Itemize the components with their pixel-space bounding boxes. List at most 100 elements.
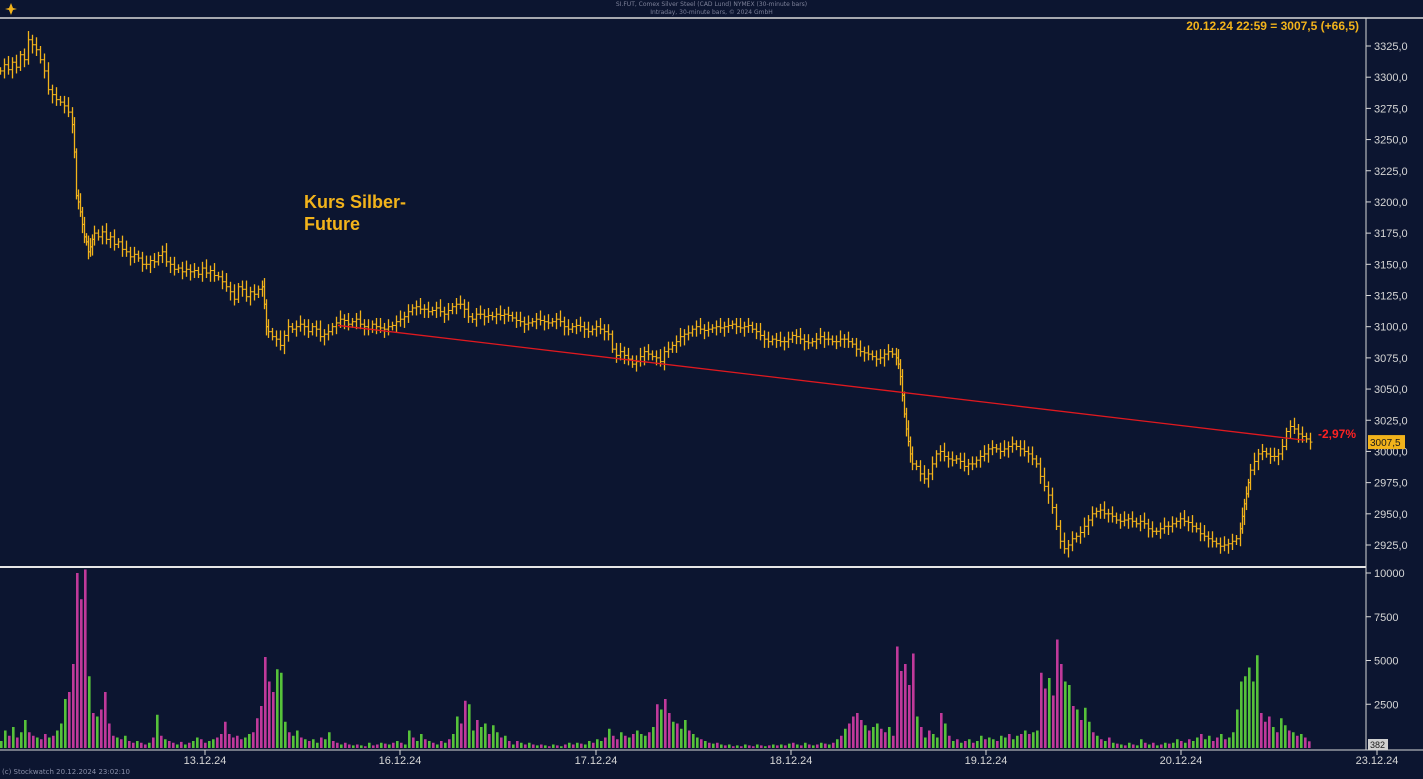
app-logo-icon[interactable] xyxy=(4,2,18,16)
volume-bar xyxy=(752,746,755,748)
volume-bar xyxy=(0,741,3,748)
volume-bar xyxy=(472,730,475,748)
volume-bar xyxy=(1180,741,1183,748)
volume-bar xyxy=(1132,744,1135,748)
volume-bar xyxy=(652,727,655,748)
volume-bar xyxy=(1104,741,1107,748)
volume-bar xyxy=(1204,739,1207,748)
volume-bar xyxy=(256,718,259,748)
chart-header: SI.FUT, Comex Silver Steel (CAD Lund) NY… xyxy=(0,1,1423,17)
volume-bar xyxy=(332,741,335,748)
volume-bar xyxy=(620,732,623,748)
volume-bar xyxy=(784,745,787,748)
volume-bar xyxy=(820,742,823,748)
volume-bar xyxy=(224,721,227,748)
last-price-tag-label: 3007,5 xyxy=(1370,438,1401,449)
volume-bar xyxy=(760,745,763,748)
volume-bar xyxy=(120,739,123,748)
volume-bar xyxy=(1012,739,1015,748)
price-tick-label: 2950,0 xyxy=(1374,509,1408,521)
volume-bar xyxy=(236,735,239,748)
price-tick-label: 2925,0 xyxy=(1374,540,1408,552)
volume-bar xyxy=(268,681,271,748)
volume-bar xyxy=(440,741,443,748)
volume-tick-label: 5000 xyxy=(1374,656,1398,668)
volume-bar xyxy=(488,734,491,748)
volume-bar xyxy=(864,725,867,748)
volume-bar xyxy=(704,741,707,748)
volume-bar xyxy=(1056,639,1059,748)
volume-bar xyxy=(80,599,83,748)
volume-bar xyxy=(172,742,175,748)
volume-bar xyxy=(360,745,363,748)
volume-bar xyxy=(636,730,639,748)
volume-bar xyxy=(316,742,319,748)
volume-bar xyxy=(756,744,759,748)
time-tick-label: 13.12.24 xyxy=(184,755,227,767)
volume-bar xyxy=(1300,734,1303,748)
price-tick-label: 3025,0 xyxy=(1374,415,1408,427)
volume-bar xyxy=(676,723,679,748)
volume-bar xyxy=(1016,735,1019,748)
volume-bar xyxy=(780,744,783,748)
volume-bar xyxy=(492,725,495,748)
price-tick-label: 3075,0 xyxy=(1374,353,1408,365)
volume-bar xyxy=(368,742,371,748)
volume-bar xyxy=(1248,667,1251,748)
volume-bar xyxy=(244,737,247,748)
volume-tick-label: 7500 xyxy=(1374,612,1398,624)
price-tick-label: 3300,0 xyxy=(1374,72,1408,84)
volume-bar xyxy=(500,737,503,748)
volume-bar xyxy=(480,727,483,748)
volume-bar xyxy=(980,735,983,748)
volume-bar xyxy=(196,737,199,748)
volume-bar xyxy=(556,745,559,748)
volume-bar xyxy=(280,672,283,748)
volume-bar xyxy=(812,745,815,748)
volume-bar xyxy=(740,746,743,748)
volume-bar xyxy=(240,739,243,748)
volume-bar xyxy=(1296,735,1299,748)
volume-bar xyxy=(1212,741,1215,748)
volume-bar xyxy=(720,744,723,748)
volume-bar xyxy=(612,735,615,748)
volume-bar xyxy=(876,723,879,748)
price-bars xyxy=(0,31,1313,558)
volume-bar xyxy=(1008,734,1011,748)
volume-bar xyxy=(948,735,951,748)
volume-bar xyxy=(940,713,943,748)
volume-bar xyxy=(1144,742,1147,748)
volume-bar xyxy=(52,735,55,748)
volume-bar xyxy=(404,744,407,748)
volume-bar xyxy=(992,739,995,748)
volume-bar xyxy=(304,739,307,748)
volume-bar xyxy=(1192,741,1195,748)
volume-bar xyxy=(88,676,91,748)
volume-bar xyxy=(516,741,519,748)
volume-bar xyxy=(340,744,343,748)
volume-bar xyxy=(916,716,919,748)
volume-bar xyxy=(1220,734,1223,748)
volume-bar xyxy=(352,745,355,748)
volume-bar xyxy=(888,727,891,748)
volume-bar xyxy=(1052,695,1055,748)
volume-bar xyxy=(260,706,263,748)
volume-bar xyxy=(660,709,663,748)
volume-bar xyxy=(828,744,831,748)
volume-bar xyxy=(1236,709,1239,748)
last-quote-label: 20.12.24 22:59 = 3007,5 (+66,5) xyxy=(1186,19,1359,33)
volume-bar xyxy=(904,664,907,748)
volume-bar xyxy=(284,721,287,748)
volume-bar xyxy=(188,742,191,748)
volume-bar xyxy=(392,742,395,748)
volume-bar xyxy=(364,746,367,748)
volume-bar xyxy=(1060,664,1063,748)
volume-bar xyxy=(1068,685,1071,748)
price-tick-label: 3000,0 xyxy=(1374,446,1408,458)
volume-bar xyxy=(1240,681,1243,748)
price-tick-label: 3100,0 xyxy=(1374,322,1408,334)
volume-bar xyxy=(36,737,39,748)
time-tick-label: 23.12.24 xyxy=(1356,755,1399,767)
volume-bar xyxy=(1128,742,1131,748)
volume-bar xyxy=(1032,732,1035,748)
